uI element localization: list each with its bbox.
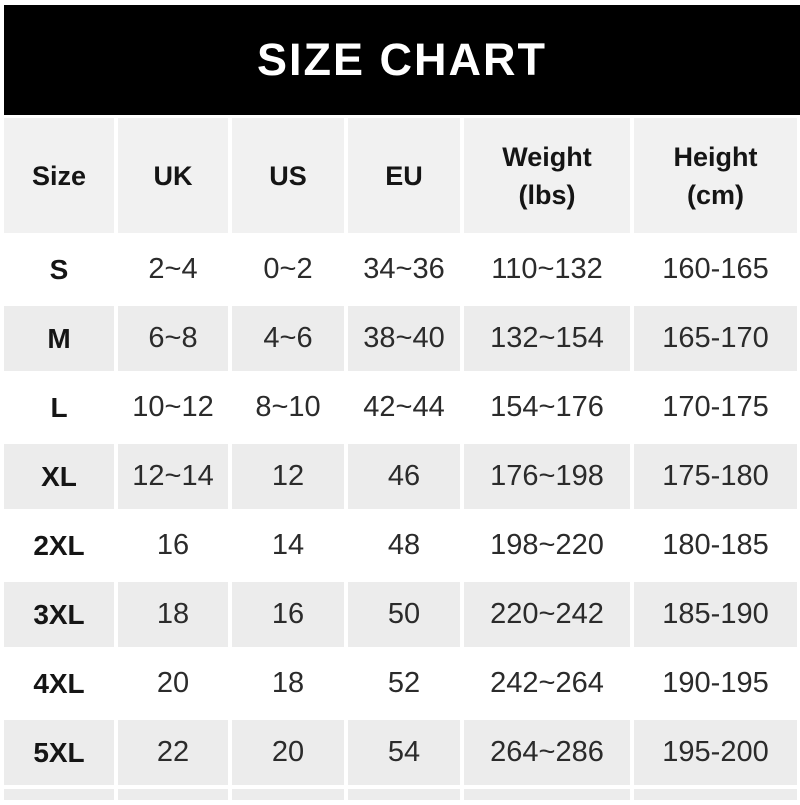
cell-size: S: [4, 237, 114, 302]
cell-weight: 110~132: [464, 237, 630, 302]
partial-cell-height: [634, 789, 797, 800]
cell-weight: 132~154: [464, 306, 630, 371]
cell-size: M: [4, 306, 114, 371]
header-cell-weight: Weight (lbs): [464, 118, 630, 233]
header-cell-uk: UK: [118, 118, 228, 233]
cell-size: 3XL: [4, 582, 114, 647]
cell-eu: 52: [348, 651, 460, 716]
cell-eu: 34~36: [348, 237, 460, 302]
table-row: S 2~4 0~2 34~36 110~132 160-165: [4, 237, 797, 302]
header-label: Size: [31, 160, 87, 191]
cell-eu: 48: [348, 513, 460, 578]
cell-height: 185-190: [634, 582, 797, 647]
cell-size: 4XL: [4, 651, 114, 716]
cell-uk: 18: [118, 582, 228, 647]
cell-eu: 46: [348, 444, 460, 509]
table-row: 3XL 18 16 50 220~242 185-190: [4, 582, 797, 647]
cell-uk: 20: [118, 651, 228, 716]
cell-eu: 38~40: [348, 306, 460, 371]
header-label: UK: [153, 160, 193, 191]
cell-us: 0~2: [232, 237, 344, 302]
title-banner: SIZE CHART: [4, 5, 800, 115]
cell-us: 4~6: [232, 306, 344, 371]
cell-uk: 22: [118, 720, 228, 785]
cell-weight: 198~220: [464, 513, 630, 578]
partial-row: [4, 789, 797, 800]
table-row: 4XL 20 18 52 242~264 190-195: [4, 651, 797, 716]
cell-weight: 220~242: [464, 582, 630, 647]
header-sublabel: (cm): [686, 179, 744, 210]
cell-us: 12: [232, 444, 344, 509]
cell-us: 8~10: [232, 375, 344, 440]
cell-height: 175-180: [634, 444, 797, 509]
header-row: Size UK US EU Weight (lbs) Height (cm): [4, 118, 797, 233]
header-cell-us: US: [232, 118, 344, 233]
cell-weight: 176~198: [464, 444, 630, 509]
cell-weight: 242~264: [464, 651, 630, 716]
partial-cell-us: [232, 789, 344, 800]
page-title: SIZE CHART: [257, 34, 547, 85]
cell-uk: 2~4: [118, 237, 228, 302]
cell-height: 180-185: [634, 513, 797, 578]
cell-weight: 264~286: [464, 720, 630, 785]
cell-size: 2XL: [4, 513, 114, 578]
cell-us: 20: [232, 720, 344, 785]
partial-cell-uk: [118, 789, 228, 800]
header-cell-height: Height (cm): [634, 118, 797, 233]
cell-us: 16: [232, 582, 344, 647]
table-body: S 2~4 0~2 34~36 110~132 160-165 M 6~8 4~6 38~40 13…: [4, 237, 797, 785]
header-cell-eu: EU: [348, 118, 460, 233]
cell-eu: 54: [348, 720, 460, 785]
cell-size: L: [4, 375, 114, 440]
table-row: L 10~12 8~10 42~44 154~176 170-175: [4, 375, 797, 440]
partial-cell-size: [4, 789, 114, 800]
cell-us: 18: [232, 651, 344, 716]
header-sublabel: (lbs): [518, 179, 576, 210]
cell-uk: 16: [118, 513, 228, 578]
cell-height: 195-200: [634, 720, 797, 785]
partial-cell-eu: [348, 789, 460, 800]
size-chart-table: Size UK US EU Weight (lbs) Height (cm) S 2~4 0~2 3…: [4, 118, 797, 800]
header-label: Height: [673, 141, 758, 172]
cell-weight: 154~176: [464, 375, 630, 440]
header-label: US: [269, 160, 307, 191]
cell-height: 190-195: [634, 651, 797, 716]
header-cell-size: Size: [4, 118, 114, 233]
cell-height: 170-175: [634, 375, 797, 440]
header-label: Weight: [502, 141, 592, 172]
cell-uk: 12~14: [118, 444, 228, 509]
cell-size: XL: [4, 444, 114, 509]
table-row: XL 12~14 12 46 176~198 175-180: [4, 444, 797, 509]
cell-uk: 10~12: [118, 375, 228, 440]
table-row: 5XL 22 20 54 264~286 195-200: [4, 720, 797, 785]
table-row: 2XL 16 14 48 198~220 180-185: [4, 513, 797, 578]
cell-height: 160-165: [634, 237, 797, 302]
header-label: EU: [385, 160, 423, 191]
cell-size: 5XL: [4, 720, 114, 785]
cell-us: 14: [232, 513, 344, 578]
cell-eu: 42~44: [348, 375, 460, 440]
cell-eu: 50: [348, 582, 460, 647]
cell-height: 165-170: [634, 306, 797, 371]
partial-cell-weight: [464, 789, 630, 800]
table-row: M 6~8 4~6 38~40 132~154 165-170: [4, 306, 797, 371]
cell-uk: 6~8: [118, 306, 228, 371]
